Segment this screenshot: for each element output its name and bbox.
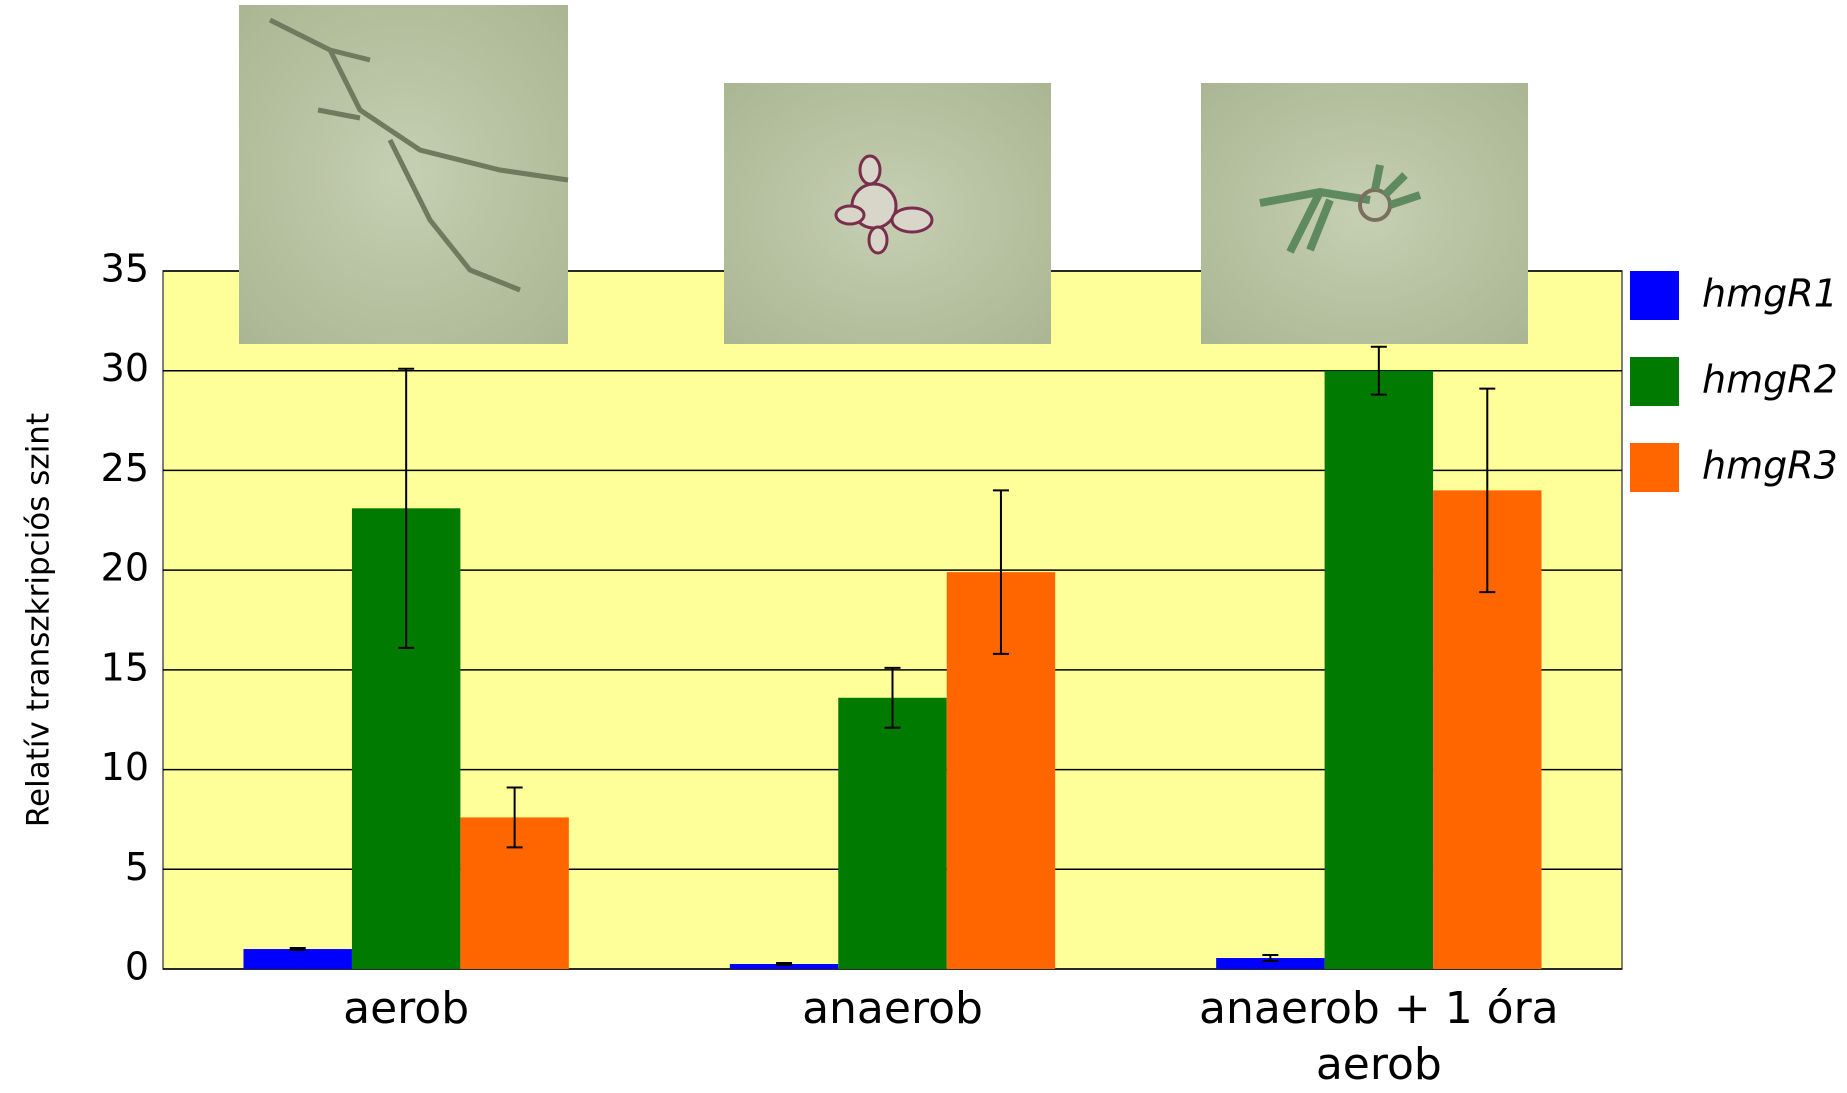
legend-swatch bbox=[1630, 357, 1679, 406]
error-bar bbox=[290, 948, 306, 950]
y-tick-label: 15 bbox=[101, 645, 149, 689]
x-tick-label: aerob bbox=[196, 981, 616, 1037]
bar bbox=[1325, 371, 1433, 969]
y-tick-label: 5 bbox=[125, 845, 149, 889]
y-tick-label: 0 bbox=[125, 945, 149, 989]
bar bbox=[243, 949, 351, 969]
legend-swatch bbox=[1630, 443, 1679, 492]
legend-label: hmgR1 bbox=[1702, 272, 1838, 316]
y-tick-label: 35 bbox=[101, 247, 149, 291]
y-tick-label: 25 bbox=[101, 446, 149, 490]
y-tick-label: 30 bbox=[101, 346, 149, 390]
legend-label: hmgR2 bbox=[1702, 358, 1838, 402]
y-tick-label: 20 bbox=[101, 546, 149, 590]
legend-label: hmgR3 bbox=[1702, 444, 1838, 488]
x-tick-label: anaerob + 1 óra aerob bbox=[1169, 981, 1589, 1093]
error-bar bbox=[776, 963, 792, 965]
x-tick-label: anaerob bbox=[683, 981, 1103, 1037]
page: Relatív transzkripciós szint hmgR1 hmgR2 h… bbox=[0, 0, 1847, 1086]
photos bbox=[239, 5, 1528, 344]
chart: Relatív transzkripciós szint hmgR1 hmgR2 h… bbox=[0, 0, 1847, 1086]
bar bbox=[838, 698, 946, 969]
y-axis-title: Relatív transzkripciós szint bbox=[21, 413, 57, 827]
legend-swatch bbox=[1630, 271, 1679, 320]
y-tick-label: 10 bbox=[101, 745, 149, 789]
